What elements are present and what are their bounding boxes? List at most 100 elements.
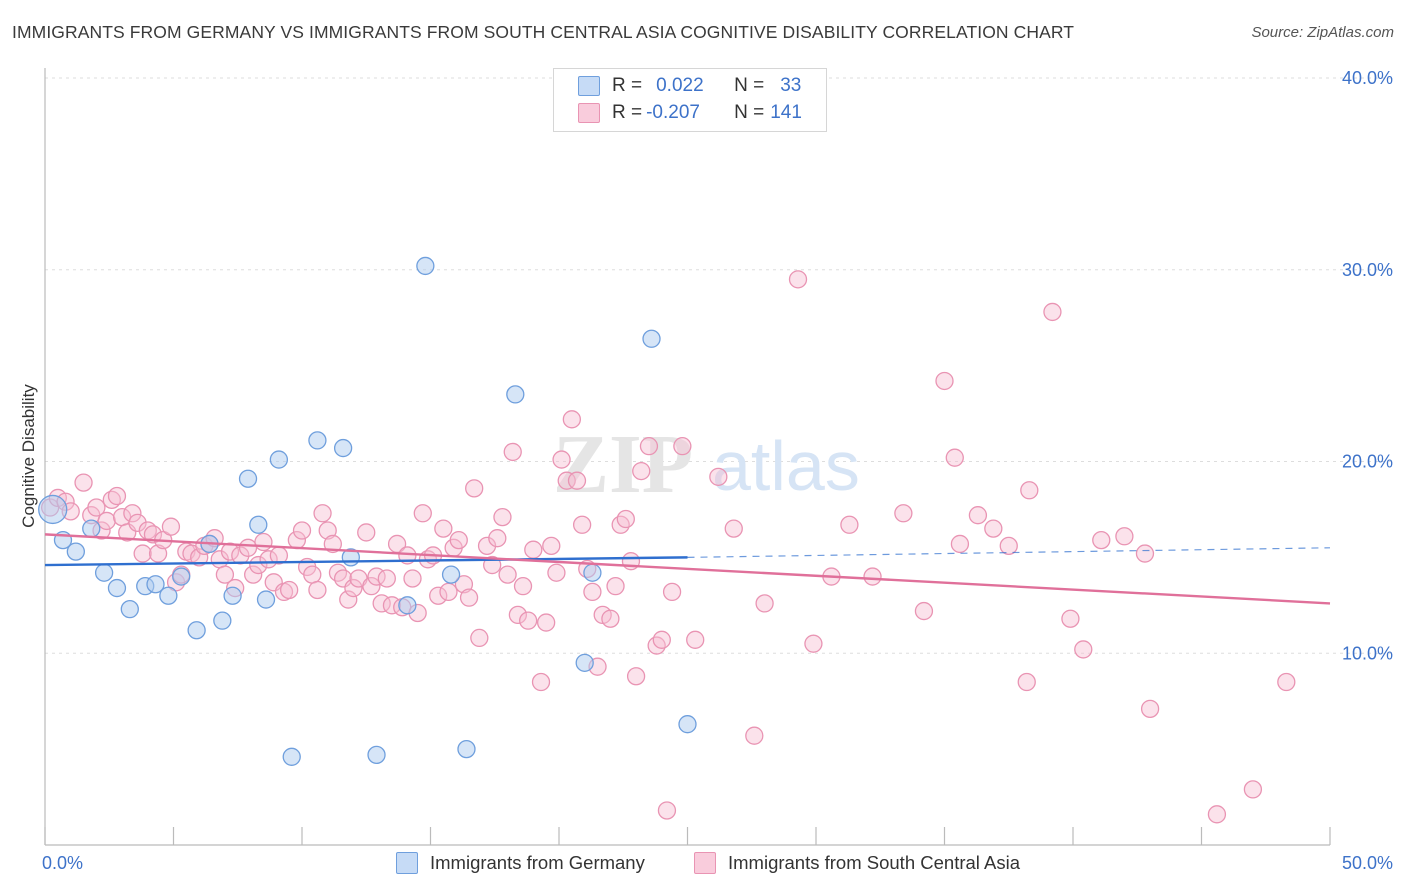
sca-point: [647, 636, 666, 655]
stats-row-germany: R = 0.022 N = 33: [578, 74, 801, 98]
legend-item-sca[interactable]: Immigrants from South Central Asia: [694, 852, 1020, 874]
sca-point: [611, 515, 630, 534]
sca-point: [429, 586, 448, 605]
sca-point: [626, 667, 646, 686]
gridlines: [45, 77, 1393, 654]
sca-point: [344, 578, 363, 598]
sca-point: [449, 530, 468, 550]
sca-point: [968, 506, 988, 525]
sca-point: [572, 515, 592, 534]
germany-legend-swatch: [396, 852, 418, 874]
sca-point: [1017, 672, 1036, 692]
germany-point: [38, 494, 68, 525]
sca-point: [788, 270, 808, 289]
sca-point: [1140, 699, 1160, 719]
sca-point: [215, 565, 235, 584]
germany-point: [187, 621, 206, 640]
sca-point: [1061, 609, 1080, 628]
sca-point: [143, 525, 163, 544]
watermark-atlas: atlas: [712, 427, 860, 505]
sca-point: [313, 504, 332, 523]
germany-point: [441, 565, 461, 584]
sca-point: [583, 582, 602, 602]
r-value: 0.022: [656, 75, 704, 96]
sca-point: [709, 467, 728, 486]
tick-labels: 10.0% 20.0% 30.0% 40.0% 0.0% 50.0%: [42, 68, 1393, 873]
germany-swatch: [578, 76, 600, 96]
sca-point: [292, 521, 312, 540]
watermark: ZIP atlas: [553, 418, 860, 511]
stats-row-sca: R = -0.207 N = 141: [578, 101, 802, 125]
sca-point: [231, 546, 250, 565]
sca-legend-swatch: [694, 852, 716, 874]
germany-point: [575, 653, 594, 672]
sca-point: [804, 634, 823, 653]
n-value: 141: [770, 102, 802, 123]
sca-point: [557, 471, 576, 490]
sca-point: [123, 504, 142, 523]
r-label: R =: [612, 75, 643, 96]
germany-point: [282, 747, 301, 766]
sca-point: [249, 555, 268, 575]
sca-point: [303, 565, 322, 584]
sca-point: [950, 534, 970, 554]
germany-point: [308, 431, 327, 450]
sca-point: [133, 544, 152, 563]
y-tick-label: 40.0%: [1342, 68, 1393, 88]
germany-point: [249, 515, 268, 534]
germany-trend-line: [44, 556, 688, 567]
sca-point: [357, 523, 376, 542]
trend-lines: [44, 533, 1331, 605]
germany-point: [213, 611, 232, 630]
sca-point: [639, 437, 659, 456]
x-tick-label: 0.0%: [42, 853, 83, 873]
germany-trend-extension: [687, 547, 1331, 558]
sca-point: [377, 569, 396, 588]
sca-point: [161, 517, 181, 536]
sca-point: [308, 580, 327, 600]
sca-point: [470, 628, 489, 648]
sca-point: [519, 611, 538, 630]
germany-point: [269, 450, 289, 469]
sca-point: [1135, 544, 1155, 563]
chart-title: IMMIGRANTS FROM GERMANY VS IMMIGRANTS FR…: [12, 22, 1075, 42]
sca-point: [439, 582, 458, 602]
sca-legend-label: Immigrants from South Central Asia: [728, 852, 1020, 873]
sca-point: [465, 479, 484, 498]
sca-point: [493, 507, 512, 527]
sca-point: [413, 504, 432, 523]
n-value: 33: [780, 75, 802, 96]
sca-point: [503, 442, 522, 462]
germany-points: [38, 256, 697, 766]
sca-point: [601, 609, 620, 628]
sca-point: [498, 565, 517, 584]
germany-point: [256, 590, 276, 609]
sca-point: [97, 511, 116, 531]
germany-point: [107, 578, 127, 598]
sca-point: [328, 563, 348, 582]
n-label: N =: [734, 102, 765, 123]
y-tick-label: 20.0%: [1342, 452, 1393, 472]
sca-trend-line: [44, 533, 1331, 605]
sca-point: [567, 471, 587, 490]
germany-point: [159, 586, 178, 605]
germany-point: [172, 567, 191, 586]
sca-point: [840, 515, 859, 534]
sca-point: [454, 575, 474, 594]
legend-item-germany[interactable]: Immigrants from Germany: [396, 852, 645, 874]
sca-point: [244, 565, 263, 584]
germany-point: [583, 563, 602, 582]
germany-point: [367, 745, 386, 765]
sca-point: [606, 576, 625, 596]
germany-point: [82, 519, 101, 538]
sca-point: [434, 519, 453, 538]
y-tick-label: 10.0%: [1342, 643, 1393, 663]
sca-point: [935, 371, 954, 391]
watermark-zip: ZIP: [553, 418, 693, 511]
sca-point: [488, 529, 507, 548]
sca-point: [323, 534, 342, 554]
germany-point: [416, 256, 435, 276]
germany-legend-label: Immigrants from Germany: [430, 852, 645, 873]
sca-point: [1207, 805, 1227, 824]
sca-point: [107, 486, 127, 506]
